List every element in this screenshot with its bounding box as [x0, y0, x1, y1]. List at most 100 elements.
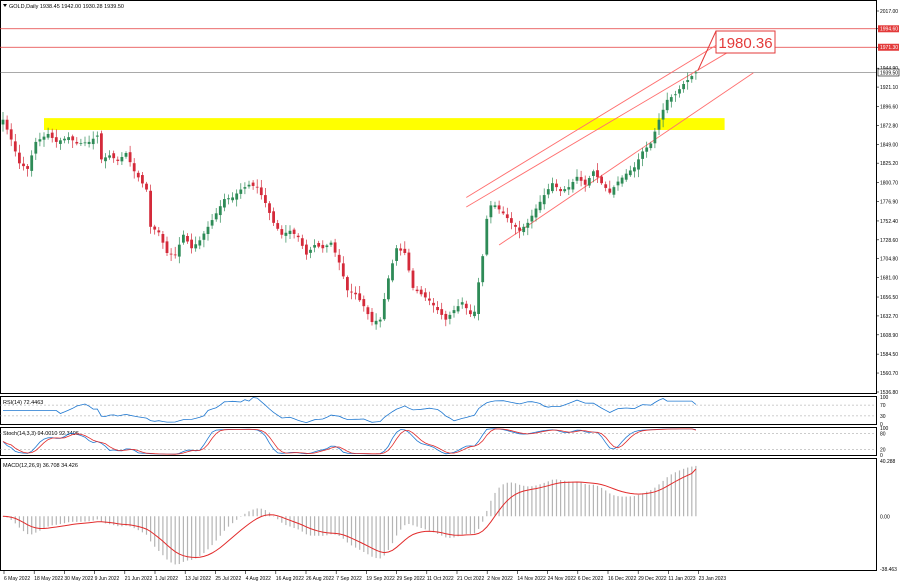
macd-bar [55, 516, 57, 525]
candle-body [272, 211, 275, 223]
macd-bar [658, 484, 660, 517]
candle-body [346, 277, 349, 291]
candle-body [596, 170, 599, 178]
macd-bar [687, 467, 689, 517]
macd-bar [260, 508, 262, 517]
macd-bar [535, 485, 537, 517]
macd-bar [387, 516, 389, 550]
annotation-pointer [697, 30, 717, 71]
price-tick-label: 1728.60 [880, 238, 898, 244]
macd-bar [531, 486, 533, 517]
macd-bar [88, 516, 90, 522]
candles [1, 70, 698, 330]
macd-bar [662, 480, 664, 517]
macd-bar [170, 516, 172, 563]
dropdown-icon[interactable] [3, 4, 7, 7]
candle-body [26, 166, 29, 169]
macd-bar [490, 500, 492, 517]
macd-bar [63, 516, 66, 524]
candle-body [530, 215, 534, 222]
channel-line-lower[interactable] [498, 72, 754, 246]
price-tick-label: 1681.00 [880, 276, 898, 282]
candle-body [300, 238, 304, 246]
macd-bar [10, 516, 12, 520]
macd-bar [76, 516, 78, 522]
price-tag-current-text: 1939.50 [880, 70, 898, 76]
macd-bar [104, 516, 107, 524]
macd-bar [621, 496, 623, 517]
macd-bar [420, 516, 422, 528]
candle-body [149, 190, 152, 227]
stoch-tick-label: 80 [880, 431, 886, 437]
date-tick-label: 21 Oct 2022 [457, 576, 484, 582]
macd-bar [100, 516, 102, 522]
candle-body [464, 303, 468, 309]
candle-body [563, 189, 567, 192]
candle-body [444, 313, 448, 320]
macd-bar [301, 516, 303, 532]
macd-bar [637, 494, 640, 517]
candle-body [182, 234, 185, 243]
candle-body [415, 289, 419, 292]
macd-bar [469, 516, 471, 534]
macd-bar [482, 516, 484, 522]
resistance-zone[interactable] [44, 118, 725, 131]
candle-body [350, 291, 353, 293]
candle-body [608, 188, 612, 193]
candle-body [305, 244, 308, 255]
macd-bar [195, 516, 197, 559]
macd-bar [92, 516, 94, 521]
price-tick-label: 1849.00 [880, 142, 898, 148]
candle-body [165, 241, 169, 253]
macd-bar [441, 516, 443, 536]
price-axis: 2017.001994.601971.301944.901921.101896.… [876, 9, 898, 396]
macd-bar [650, 490, 652, 517]
macd-bar [510, 482, 512, 517]
candle-body [571, 181, 575, 190]
price-tag-lower [878, 43, 899, 51]
price-tick-label: 2017.00 [880, 9, 898, 15]
macd-bar [14, 516, 16, 524]
candle-body [411, 270, 415, 288]
candle-body [637, 159, 640, 170]
candle-body [526, 222, 530, 228]
price-tick-label: 1825.20 [880, 161, 898, 167]
candle-body [633, 167, 636, 172]
stoch-title: Stoch(14,3,3) 94.0010 92.3406 [3, 431, 79, 437]
macd-bar [412, 516, 414, 526]
macd-bar [137, 516, 139, 531]
candle-body [534, 208, 538, 218]
candle-body [153, 226, 157, 230]
candle-body [645, 147, 649, 152]
candle-body [378, 319, 382, 322]
candle-body [649, 143, 653, 149]
macd-bar [355, 516, 357, 548]
macd-bar [207, 516, 209, 550]
candle-body [186, 235, 189, 242]
channel-line-upper[interactable] [466, 37, 729, 198]
main-pane-border [0, 0, 877, 394]
channel-line-middle[interactable] [466, 51, 729, 208]
candle-body [403, 248, 407, 253]
macd-bar [613, 495, 615, 517]
macd-bar [465, 516, 467, 534]
date-tick-label: 24 Nov 2022 [548, 576, 577, 582]
candle-body [231, 197, 234, 201]
date-tick-label: 4 Aug 2022 [246, 576, 272, 582]
macd-bar [35, 516, 37, 533]
price-tick-label: 1632.70 [880, 314, 898, 320]
candle-body [329, 242, 333, 245]
candle-body [276, 223, 280, 229]
candle-body [169, 253, 173, 255]
price-annotation[interactable]: 1980.36 [697, 30, 776, 71]
macd-bar [371, 516, 373, 557]
candle-body [18, 152, 21, 164]
candle-body [190, 239, 193, 249]
stoch-pane-border [0, 427, 877, 456]
macd-bar [232, 516, 234, 524]
macd-bar [367, 516, 369, 555]
macd-bar [502, 484, 504, 517]
macd-bar [346, 516, 348, 543]
macd-bar [18, 516, 20, 528]
